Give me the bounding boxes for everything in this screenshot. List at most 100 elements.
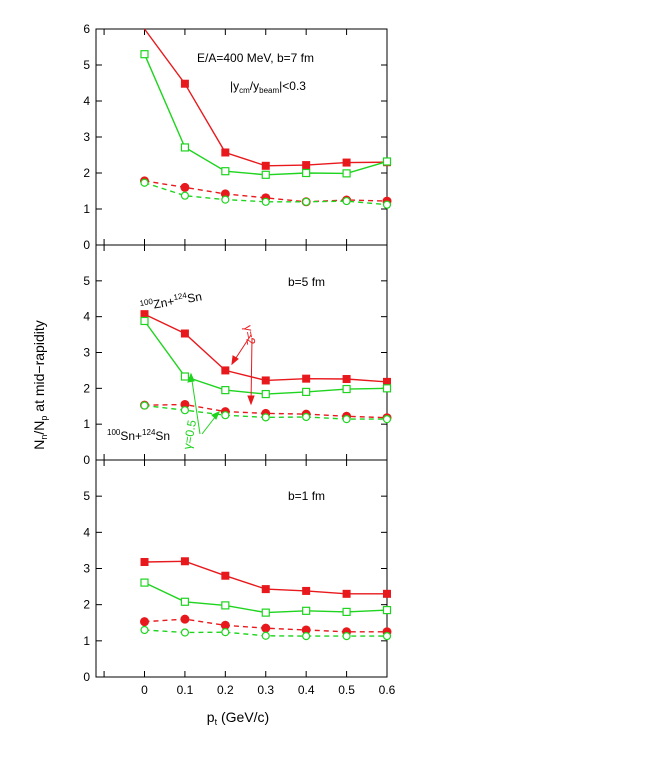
data-point xyxy=(180,557,189,566)
data-point xyxy=(342,589,351,598)
data-point xyxy=(221,601,230,610)
data-point xyxy=(221,571,230,580)
gamma-stiff-label: γ=2 xyxy=(241,324,258,346)
data-point xyxy=(140,310,149,319)
data-point xyxy=(140,617,149,627)
y-tick-label: 2 xyxy=(83,598,90,612)
panel1-rapidity-cut: |ycm/ybeam|<0.3 xyxy=(230,79,306,95)
data-point xyxy=(261,389,270,399)
x-tick-label: 0.5 xyxy=(338,683,355,697)
data-point xyxy=(383,377,391,386)
zn-system-label: 100Zn+124Sn xyxy=(139,288,203,314)
y-tick-label: 1 xyxy=(83,634,90,648)
data-point xyxy=(302,606,311,615)
data-point xyxy=(180,399,190,409)
data-point xyxy=(302,168,311,178)
data-point xyxy=(302,632,311,641)
gamma-stiff-arrows xyxy=(231,334,255,406)
axis-ticks: 0 1 2 3 4 5 6 0 1 2 3 4 5 0 1 2 3 4 5 0 0.1 0.2 0.3 0.4 0.5 0.6 xyxy=(83,22,395,697)
data-point xyxy=(180,329,189,338)
data-point xyxy=(221,411,230,420)
data-series xyxy=(140,28,392,641)
data-point xyxy=(140,316,149,326)
panel3-impact-parameter: b=1 fm xyxy=(288,489,325,503)
data-point xyxy=(382,384,392,393)
data-point xyxy=(180,143,190,152)
data-point xyxy=(383,589,391,598)
data-point xyxy=(220,189,230,199)
y-tick-label: 2 xyxy=(83,166,90,180)
y-tick-label: 5 xyxy=(83,58,90,72)
data-point xyxy=(221,366,230,375)
y-tick-label: 3 xyxy=(83,130,90,144)
data-point xyxy=(140,178,149,187)
data-point xyxy=(261,631,270,640)
data-point xyxy=(140,578,149,587)
y-tick-label: 1 xyxy=(83,202,90,216)
y-tick-label: 6 xyxy=(83,22,90,36)
data-point xyxy=(301,625,311,635)
y-tick-label: 0 xyxy=(83,238,90,252)
y-tick-label: 4 xyxy=(83,94,90,108)
data-point xyxy=(342,375,351,384)
x-tick-label: 0.4 xyxy=(298,683,315,697)
y-tick-label: 5 xyxy=(83,489,90,503)
data-point xyxy=(302,161,311,170)
sn-system-label: 100Sn+124Sn xyxy=(107,428,170,443)
x-tick-label: 0.2 xyxy=(217,683,234,697)
y-tick-label: 0 xyxy=(83,670,90,684)
y-tick-label: 1 xyxy=(83,417,90,431)
data-point xyxy=(261,623,271,633)
data-point xyxy=(221,628,230,637)
data-point xyxy=(140,401,149,410)
data-point xyxy=(382,200,392,209)
x-tick-label: 0 xyxy=(141,683,148,697)
data-point xyxy=(261,376,270,385)
panel-frames xyxy=(95,28,388,678)
data-point xyxy=(221,148,230,157)
data-point xyxy=(302,374,311,383)
data-point xyxy=(382,605,392,615)
y-tick-label: 4 xyxy=(83,525,90,539)
x-axis-title: pt (GeV/c) xyxy=(207,709,269,727)
data-point xyxy=(382,632,392,641)
y-axis-title: Nn/Np at mid−rapidity xyxy=(31,320,49,449)
data-point xyxy=(342,169,351,178)
data-point xyxy=(180,182,190,192)
data-point xyxy=(140,50,149,59)
data-point xyxy=(140,625,149,635)
panel-3-frame xyxy=(95,459,388,678)
data-point xyxy=(221,386,230,395)
x-tick-label: 0.3 xyxy=(257,683,274,697)
data-point xyxy=(302,197,311,206)
data-point xyxy=(180,191,190,200)
data-point xyxy=(180,614,190,624)
data-point xyxy=(342,607,351,617)
data-point xyxy=(180,372,190,381)
data-point xyxy=(180,406,190,415)
y-tick-label: 0 xyxy=(83,453,90,467)
panel1-energy-annotation: E/A=400 MeV, b=7 fm xyxy=(197,51,314,65)
gamma-soft-label: γ=0.5 xyxy=(180,419,199,451)
y-tick-label: 4 xyxy=(83,310,90,324)
data-point xyxy=(220,620,230,630)
data-point xyxy=(261,585,270,594)
data-point xyxy=(140,557,149,566)
data-point xyxy=(180,628,190,637)
data-point xyxy=(382,157,392,166)
data-point xyxy=(342,384,351,394)
x-tick-label: 0.1 xyxy=(177,683,194,697)
y-tick-label: 3 xyxy=(83,562,90,576)
data-point xyxy=(342,632,351,641)
gamma-soft-arrows xyxy=(187,372,220,435)
data-point xyxy=(261,413,270,422)
data-point xyxy=(221,195,230,204)
data-point xyxy=(342,158,351,167)
data-point xyxy=(261,161,270,170)
panel-2-frame xyxy=(95,244,388,461)
data-point xyxy=(342,415,351,424)
data-point xyxy=(180,597,190,606)
data-point xyxy=(382,415,392,424)
data-point xyxy=(221,167,230,176)
